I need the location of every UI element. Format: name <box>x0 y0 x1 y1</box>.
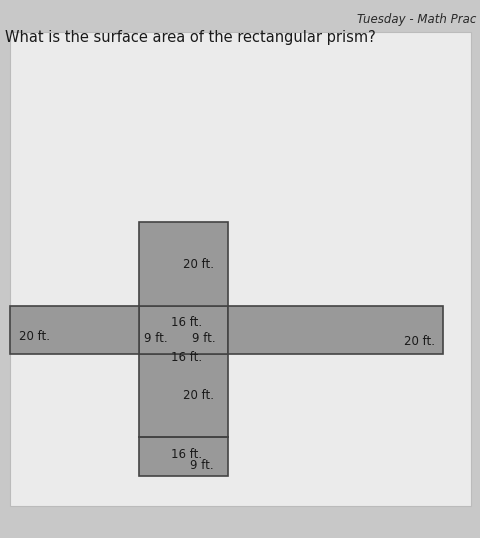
Bar <box>139 354 228 437</box>
Bar <box>228 306 442 354</box>
Text: 20 ft.: 20 ft. <box>19 330 50 343</box>
Bar <box>10 306 139 354</box>
Text: 16 ft.: 16 ft. <box>170 316 202 329</box>
Text: 9 ft.: 9 ft. <box>190 459 214 472</box>
Text: Tuesday - Math Prac: Tuesday - Math Prac <box>356 13 475 26</box>
Text: 20 ft.: 20 ft. <box>183 389 214 402</box>
Bar <box>139 437 228 476</box>
Text: 16 ft.: 16 ft. <box>170 448 202 461</box>
Text: 20 ft.: 20 ft. <box>403 335 434 348</box>
Bar <box>139 306 228 354</box>
Text: 9 ft.: 9 ft. <box>192 332 216 345</box>
Bar <box>10 32 470 506</box>
Text: 20 ft.: 20 ft. <box>183 258 214 271</box>
Text: What is the surface area of the rectangular prism?: What is the surface area of the rectangu… <box>5 30 375 45</box>
Text: 16 ft.: 16 ft. <box>170 351 202 364</box>
Bar <box>139 222 228 306</box>
Text: 9 ft.: 9 ft. <box>144 332 168 345</box>
